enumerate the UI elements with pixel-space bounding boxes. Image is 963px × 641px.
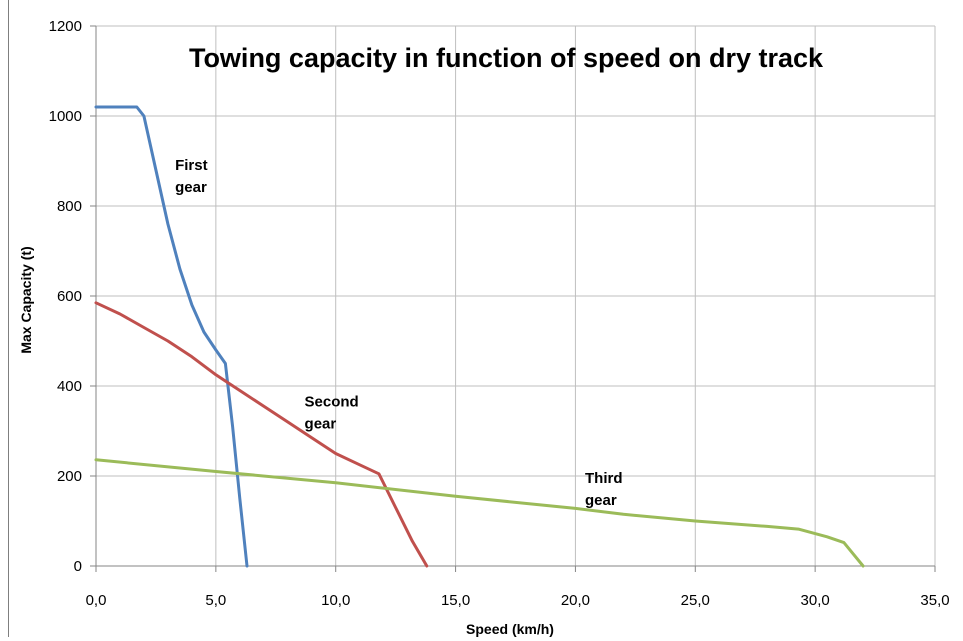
x-tick-label: 5,0 <box>205 592 226 609</box>
annotation-line: gear <box>585 492 617 509</box>
second-gear-line <box>94 301 429 568</box>
x-tick-label: 20,0 <box>561 592 590 609</box>
x-tick-label: 0,0 <box>86 592 107 609</box>
annotation-line: gear <box>305 415 337 432</box>
y-axis-label: Max Capacity (t) <box>18 246 34 353</box>
chart-frame <box>8 0 958 637</box>
y-tick-label: 800 <box>57 198 82 215</box>
y-tick-label: 1200 <box>49 18 82 35</box>
x-tick-label: 15,0 <box>441 592 470 609</box>
chart-title: Towing capacity in function of speed on … <box>189 43 824 73</box>
x-axis-label: Speed (km/h) <box>466 621 554 637</box>
y-tick-label: 0 <box>74 558 82 575</box>
y-tick-label: 400 <box>57 378 82 395</box>
x-tick-label: 10,0 <box>321 592 350 609</box>
series-annotation: Third gear <box>585 470 623 509</box>
grid-lines <box>90 25 936 572</box>
x-tick-label: 25,0 <box>681 592 710 609</box>
annotation-line: Second <box>305 393 359 410</box>
y-tick-label: 1000 <box>49 108 82 125</box>
annotation-line: First <box>175 157 208 174</box>
first-gear-line <box>94 105 249 568</box>
y-tick-label: 200 <box>57 468 82 485</box>
annotation-line: Third <box>585 470 623 487</box>
x-tick-label: 35,0 <box>920 592 949 609</box>
annotation-line: gear <box>175 179 207 196</box>
x-tick-label: 30,0 <box>801 592 830 609</box>
third-gear-line <box>94 458 865 568</box>
series-annotation: First gear <box>175 157 208 196</box>
y-tick-label: 600 <box>57 288 82 305</box>
series-annotation: Second gear <box>305 393 359 432</box>
